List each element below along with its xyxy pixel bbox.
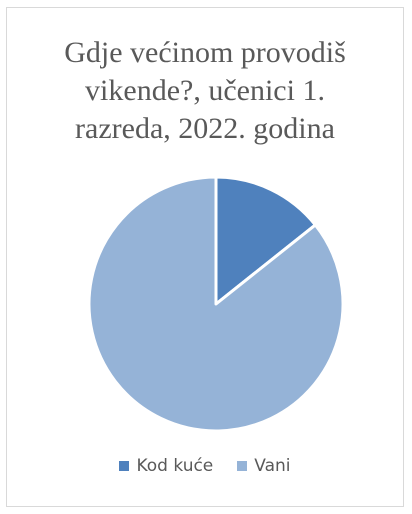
- legend-swatch-1: [119, 461, 130, 471]
- chart-title-line-2: vikende?, učenici 1.: [85, 74, 325, 107]
- legend-item-1: Kod kuće: [119, 456, 213, 476]
- legend-label-2: Vani: [254, 456, 291, 476]
- chart-title: Gdje većinom provodiš vikende?, učenici …: [7, 34, 403, 148]
- chart-title-line-3: razreda, 2022. godina: [75, 112, 335, 145]
- legend-swatch-2: [237, 461, 248, 471]
- pie-slice-1: [214, 175, 317, 306]
- legend-label-1: Kod kuće: [136, 456, 214, 476]
- pie-chart: [87, 175, 345, 433]
- chart-legend: Kod kuće Vani: [7, 456, 403, 476]
- chart-title-line-1: Gdje većinom provodiš: [64, 36, 346, 69]
- pie-slice-2: [87, 175, 345, 433]
- legend-item-2: Vani: [237, 456, 291, 476]
- chart-frame: Gdje većinom provodiš vikende?, učenici …: [6, 7, 404, 507]
